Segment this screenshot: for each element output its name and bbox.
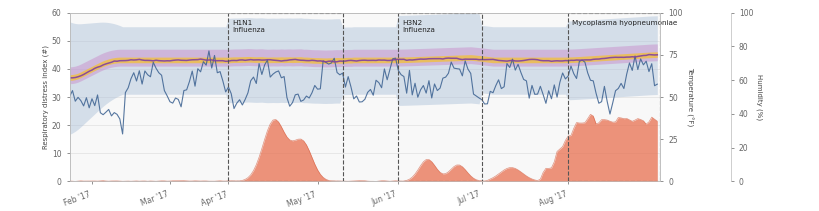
Y-axis label: Respiratory distress index (#): Respiratory distress index (#): [43, 45, 49, 149]
Y-axis label: Temperature (°F): Temperature (°F): [685, 68, 692, 127]
Text: H1N1
Influenza: H1N1 Influenza: [233, 20, 265, 33]
Text: Mycoplasma hyopneumoniae: Mycoplasma hyopneumoniae: [572, 20, 677, 26]
Y-axis label: Humidity (%): Humidity (%): [755, 74, 762, 120]
Text: H3N2
Influenza: H3N2 Influenza: [402, 20, 435, 33]
